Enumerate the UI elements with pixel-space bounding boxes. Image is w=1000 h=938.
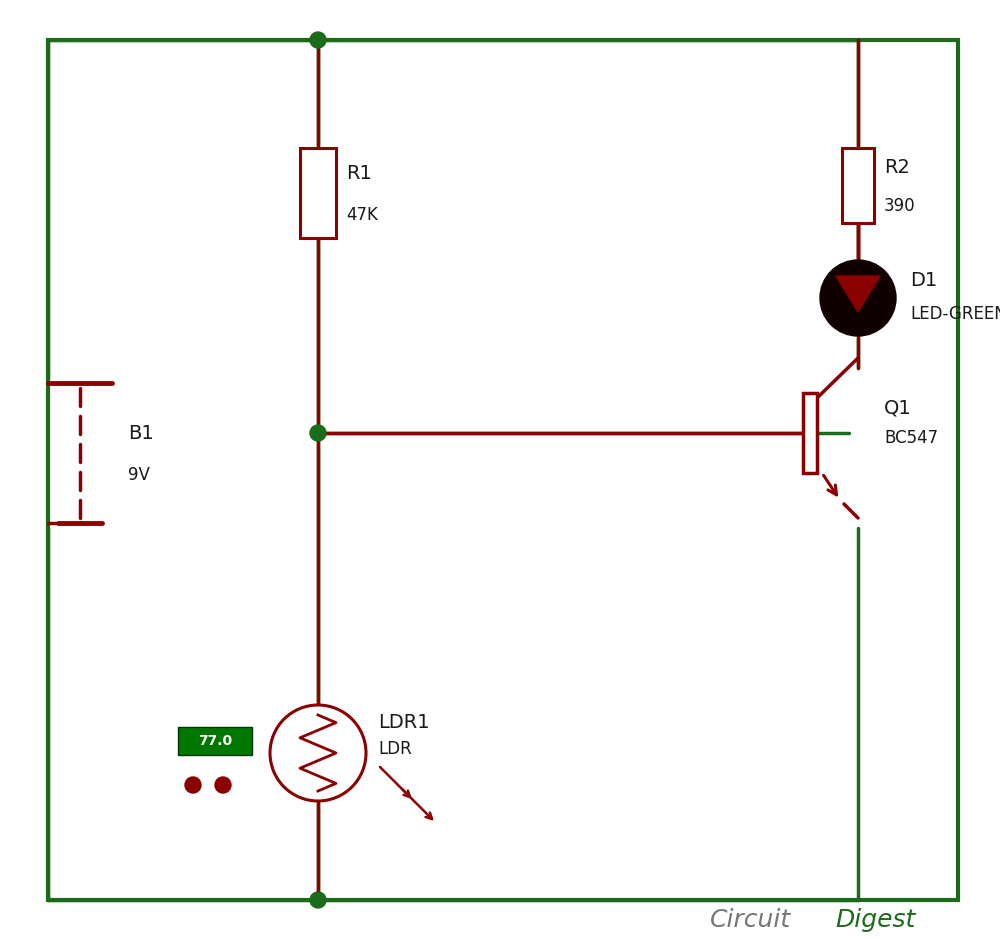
Bar: [842, 148, 874, 223]
Text: Circuit: Circuit: [710, 908, 791, 932]
Bar: [803, 393, 817, 473]
Circle shape: [270, 705, 366, 801]
Text: R1: R1: [346, 163, 372, 183]
Circle shape: [310, 32, 326, 48]
Bar: [300, 148, 336, 238]
Text: 9V: 9V: [128, 466, 150, 484]
Bar: [178, 727, 252, 755]
Text: LDR1: LDR1: [378, 714, 430, 733]
Circle shape: [310, 892, 326, 908]
Text: Digest: Digest: [835, 908, 915, 932]
Text: B1: B1: [128, 423, 154, 443]
Text: 47K: 47K: [346, 206, 378, 224]
Text: LDR: LDR: [378, 740, 412, 758]
Circle shape: [215, 777, 231, 793]
Text: BC547: BC547: [884, 429, 938, 447]
Polygon shape: [836, 276, 880, 312]
Text: Q1: Q1: [884, 399, 912, 417]
Circle shape: [185, 777, 201, 793]
Circle shape: [820, 260, 896, 336]
Text: 390: 390: [884, 196, 916, 215]
Text: R2: R2: [884, 158, 910, 177]
Text: LED-GREEN: LED-GREEN: [910, 305, 1000, 323]
Text: D1: D1: [910, 270, 937, 290]
Text: 77.0: 77.0: [198, 734, 232, 748]
Circle shape: [310, 425, 326, 441]
